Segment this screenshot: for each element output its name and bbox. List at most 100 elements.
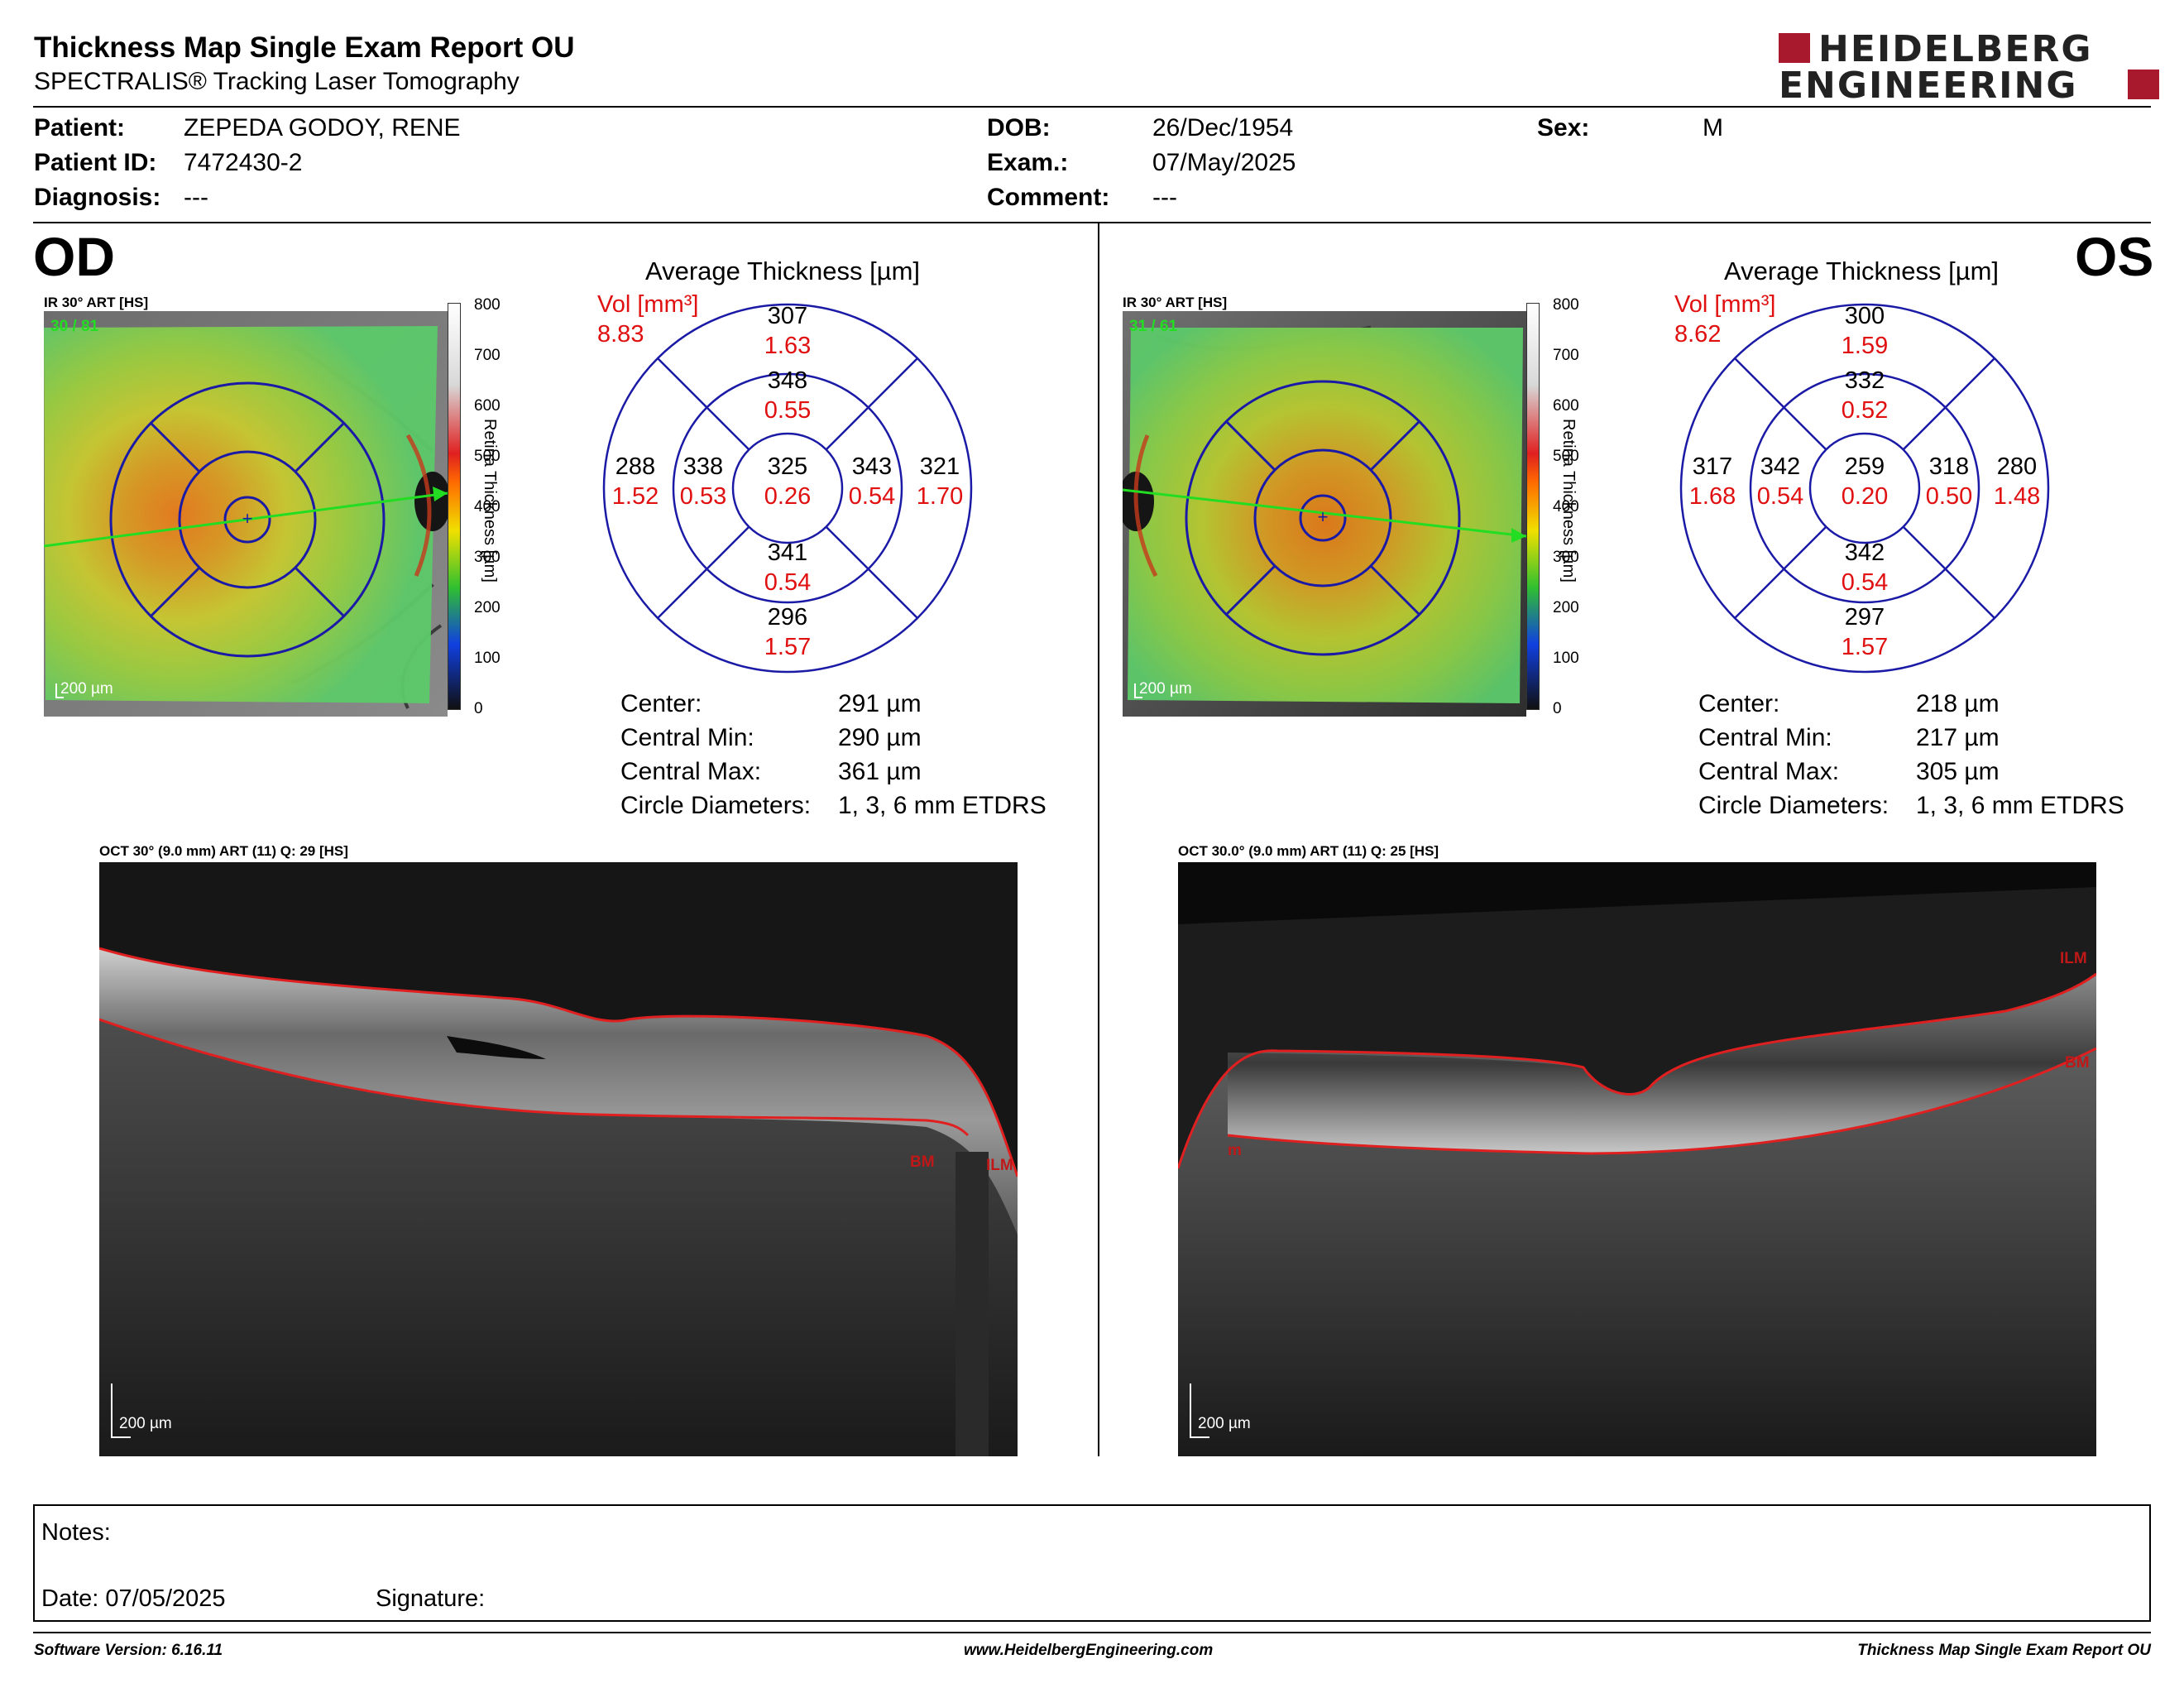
os-eye-label: OS xyxy=(2075,226,2154,287)
os-sector-inner-left-volume: 0.54 xyxy=(1756,483,1804,510)
od-circle-diameters-value: 1, 3, 6 mm ETDRS xyxy=(838,792,1046,819)
os-sector-inner-right-thickness: 318 xyxy=(1928,453,1970,480)
od-sector-outer-inf-thickness: 296 xyxy=(767,604,808,631)
signature-label: Signature: xyxy=(376,1585,486,1612)
od-eye-label: OD xyxy=(33,226,115,287)
os-scale-tick-7: 100 xyxy=(1553,650,1579,667)
os-sector-outer-sup-thickness: 300 xyxy=(1844,303,1885,329)
od-scale-tick-1: 700 xyxy=(474,347,500,364)
od-scale-tick-3: 500 xyxy=(474,448,500,465)
od-oct-caption: OCT 30° (9.0 mm) ART (11) Q: 29 [HS] xyxy=(99,843,348,859)
report-subtitle: SPECTRALIS® Tracking Laser Tomography xyxy=(34,68,520,95)
os-oct-scalebar-h xyxy=(1190,1436,1209,1438)
sex-label: Sex: xyxy=(1537,114,1590,141)
od-bm-line xyxy=(98,1018,970,1137)
os-bm-line xyxy=(1227,1047,2097,1155)
od-sector-center-volume: 0.26 xyxy=(764,483,812,510)
od-ir-scalebar-v xyxy=(55,683,57,698)
os-ir-scalebar-label: 200 µm xyxy=(1139,680,1192,698)
os-ir-scalebar-v xyxy=(1134,683,1136,698)
os-scale-tick-0: 800 xyxy=(1553,296,1579,314)
od-ir-scalebar-label: 200 µm xyxy=(60,680,113,698)
comment-value: --- xyxy=(1152,184,1177,211)
od-sector-outer-right-thickness: 321 xyxy=(919,453,960,480)
os-sector-inner-left-thickness: 342 xyxy=(1760,453,1801,480)
od-sector-outer-sup-volume: 1.63 xyxy=(764,333,812,359)
diagnosis-label: Diagnosis: xyxy=(34,184,161,211)
dob-value: 26/Dec/1954 xyxy=(1152,114,1294,141)
os-ir-caption: IR 30° ART [HS] xyxy=(1123,295,1228,310)
os-oct-scalebar-v xyxy=(1190,1383,1191,1438)
os-sector-outer-left-volume: 1.68 xyxy=(1688,483,1736,510)
od-outer-ring xyxy=(109,381,386,658)
od-ilm-label: ILM xyxy=(986,1157,1013,1174)
os-oct-bscan: ILM BM m 200 µm xyxy=(1176,862,2097,1456)
od-scale-tick-5: 300 xyxy=(474,549,500,566)
od-fundus-svg: + xyxy=(43,311,451,717)
od-sector-outer-right-volume: 1.70 xyxy=(916,483,964,510)
header-divider xyxy=(33,106,2151,108)
od-sector-inner-right-volume: 0.54 xyxy=(848,483,896,510)
od-sector-outer-inf-volume: 1.57 xyxy=(764,634,812,660)
od-oct-scalebar-h xyxy=(111,1436,131,1438)
od-vol-total: 8.83 xyxy=(597,321,644,348)
patient-label: Patient: xyxy=(34,114,126,141)
os-scale-tick-1: 700 xyxy=(1553,347,1579,364)
patient-value: ZEPEDA GODOY, RENE xyxy=(184,114,461,141)
footer-report-name: Thickness Map Single Exam Report OU xyxy=(1857,1642,2151,1659)
os-sector-center-thickness: 259 xyxy=(1844,453,1885,480)
patient-id-label: Patient ID: xyxy=(34,149,157,176)
os-sector-outer-sup-volume: 1.59 xyxy=(1841,333,1889,359)
od-art-frame-count: 30 / 81 xyxy=(50,318,99,335)
website-link[interactable]: www.HeidelbergEngineering.com xyxy=(964,1642,1214,1659)
od-sector-inner-inf-volume: 0.54 xyxy=(764,569,812,596)
os-sector-inner-inf-volume: 0.54 xyxy=(1841,569,1889,596)
exam-label: Exam.: xyxy=(987,149,1069,176)
os-scale-tick-5: 300 xyxy=(1553,549,1579,566)
os-sector-outer-inf-thickness: 297 xyxy=(1844,604,1885,631)
os-sector-inner-sup-thickness: 332 xyxy=(1844,367,1885,394)
os-scale-tick-2: 600 xyxy=(1553,397,1579,415)
os-etdrs-grid: 259 0.20 332 0.52 342 0.54 342 0.54 318 … xyxy=(1674,298,2055,679)
dob-label: DOB: xyxy=(987,114,1051,141)
os-oct-caption: OCT 30.0° (9.0 mm) ART (11) Q: 25 [HS] xyxy=(1178,843,1439,859)
od-center-label: Center: xyxy=(620,690,702,717)
exam-value: 07/May/2025 xyxy=(1152,149,1296,176)
software-version: Software Version: 6.16.11 xyxy=(34,1642,223,1659)
os-vol-total: 8.62 xyxy=(1674,321,1722,348)
od-ir-scalebar-h xyxy=(55,697,64,698)
od-central-min-label: Central Min: xyxy=(620,724,754,751)
os-oct-svg xyxy=(1176,862,2097,1456)
od-scale-tick-2: 600 xyxy=(474,397,500,415)
os-ir-scalebar-h xyxy=(1134,697,1142,698)
footer-divider xyxy=(33,1632,2151,1633)
os-bm-left-label: m xyxy=(1228,1142,1242,1159)
os-scale-tick-6: 200 xyxy=(1553,599,1579,616)
od-scale-tick-4: 400 xyxy=(474,498,500,516)
od-sector-inner-sup-thickness: 348 xyxy=(767,367,808,394)
od-oct-scalebar-label: 200 µm xyxy=(119,1415,172,1432)
logo-accent-block-bottom xyxy=(2128,70,2159,99)
od-fundus-thickness-map: + 30 / 81 200 µm xyxy=(43,311,451,717)
od-ir-caption: IR 30° ART [HS] xyxy=(44,295,149,310)
logo-accent-block-top xyxy=(1779,33,1810,63)
od-circle-diameters-label: Circle Diameters: xyxy=(620,792,812,819)
od-oct-bscan: BM ILM 200 µm xyxy=(98,862,1019,1456)
od-etdrs-grid: 325 0.26 348 0.55 341 0.54 338 0.53 343 … xyxy=(597,298,978,679)
os-scale-tick-3: 500 xyxy=(1553,448,1579,465)
os-oct-scalebar-label: 200 µm xyxy=(1198,1415,1251,1432)
od-scale-tick-7: 100 xyxy=(474,650,500,667)
od-etdrs-svg xyxy=(602,303,973,674)
od-bm-label: BM xyxy=(910,1153,935,1171)
od-ilm-line xyxy=(98,947,1019,1177)
os-sector-inner-inf-thickness: 342 xyxy=(1844,539,1885,566)
os-circle-diameters-value: 1, 3, 6 mm ETDRS xyxy=(1916,792,2124,819)
od-sector-inner-right-thickness: 343 xyxy=(851,453,893,480)
os-sector-inner-sup-volume: 0.52 xyxy=(1841,397,1889,424)
od-color-scale: 800 700 600 500 400 300 200 100 0 Retina… xyxy=(448,296,514,717)
od-sector-outer-left-volume: 1.52 xyxy=(611,483,659,510)
od-center-value: 291 µm xyxy=(838,690,922,717)
notes-box[interactable]: Notes: Date: 07/05/2025 Signature: xyxy=(33,1504,2151,1622)
od-sector-outer-left-thickness: 288 xyxy=(615,453,656,480)
od-color-scale-bar xyxy=(448,303,461,710)
